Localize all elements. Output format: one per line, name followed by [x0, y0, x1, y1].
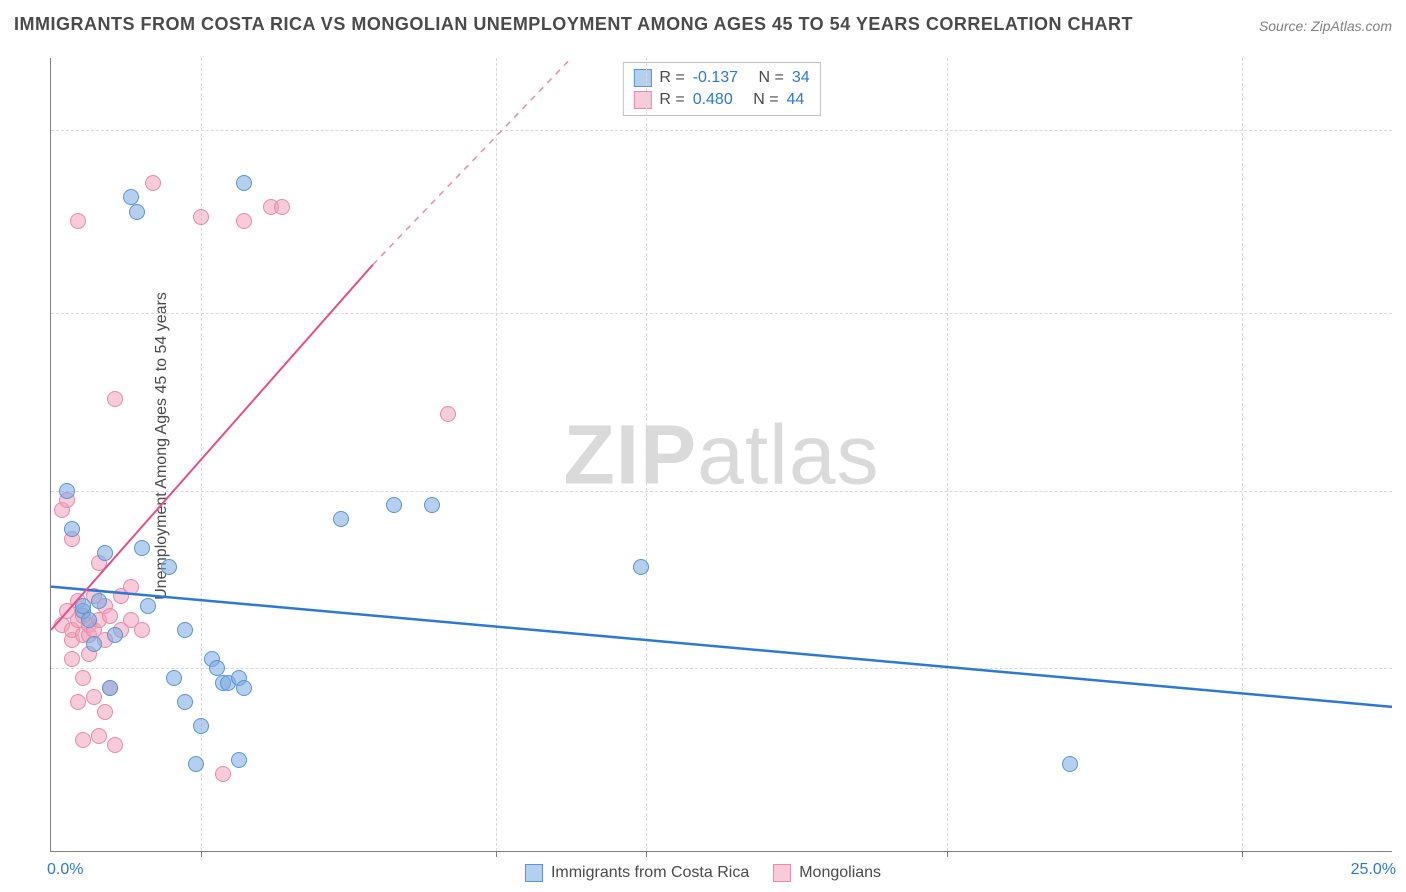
chart-title: IMMIGRANTS FROM COSTA RICA VS MONGOLIAN … [14, 14, 1133, 35]
swatch-pink-icon [773, 864, 791, 882]
x-min-label: 0.0% [47, 861, 83, 879]
y-tick-label: 7.5% [1400, 482, 1406, 500]
y-tick-label: 3.8% [1400, 659, 1406, 677]
y-tick-label: 11.2% [1400, 304, 1406, 322]
x-tick [947, 851, 948, 857]
source-attribution: Source: ZipAtlas.com [1259, 18, 1392, 34]
chart-container: IMMIGRANTS FROM COSTA RICA VS MONGOLIAN … [0, 0, 1406, 892]
x-tick [201, 851, 202, 857]
legend-series: Immigrants from Costa Rica Mongolians [525, 864, 881, 882]
plot-area: ZIPatlas R = -0.137 N = 34 R = 0.480 N =… [50, 58, 1392, 852]
x-tick [646, 851, 647, 857]
swatch-blue-icon [525, 864, 543, 882]
legend-item-pink: Mongolians [773, 864, 881, 882]
x-max-label: 25.0% [1351, 861, 1396, 879]
y-tick-label: 15.0% [1400, 121, 1406, 139]
series-pink-name: Mongolians [799, 864, 881, 882]
series-blue-name: Immigrants from Costa Rica [551, 864, 749, 882]
legend-item-blue: Immigrants from Costa Rica [525, 864, 749, 882]
trend-lines [51, 58, 1392, 851]
x-tick [1242, 851, 1243, 857]
x-tick [496, 851, 497, 857]
